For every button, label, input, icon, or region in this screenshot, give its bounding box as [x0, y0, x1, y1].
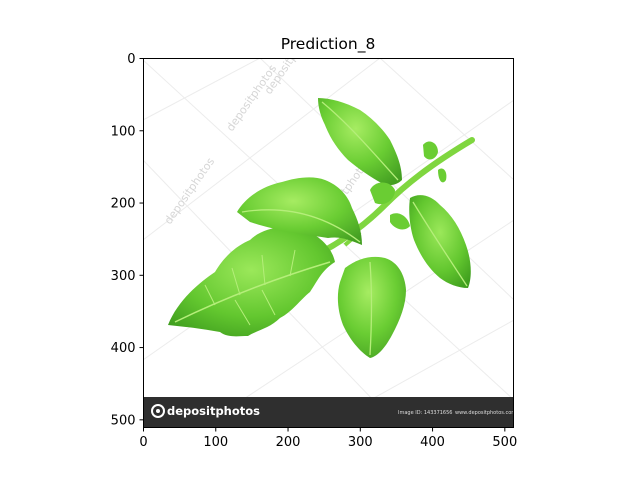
x-tick-label: 100	[203, 435, 228, 450]
y-tick-label: 500	[111, 413, 136, 428]
x-tick-label: 400	[420, 435, 445, 450]
x-tick-label: 500	[492, 435, 517, 450]
photo: depositphotos depositphotos depositphoto…	[143, 58, 516, 428]
banner-logo-icon	[151, 404, 165, 418]
y-tick-label: 0	[127, 52, 135, 67]
leaflet-left-large	[168, 226, 335, 337]
leaflet-small-1	[370, 182, 395, 205]
leaflet-right	[409, 195, 471, 288]
leaflet-small-2	[423, 141, 438, 160]
y-tick-label: 300	[111, 269, 136, 284]
y-axis: 0 100 200 300 400 500	[111, 52, 144, 428]
banner-url: www.depositphotos.com	[455, 410, 516, 416]
x-axis: 0 100 200 300 400 500	[139, 427, 517, 450]
y-tick-label: 100	[111, 124, 136, 139]
banner-image-id: Image ID: 143371656	[398, 410, 452, 416]
leaflet-top	[318, 98, 402, 186]
y-tick-label: 200	[111, 197, 136, 212]
x-tick-label: 300	[348, 435, 373, 450]
x-tick-label: 200	[276, 435, 301, 450]
leaflet-small-3	[438, 168, 447, 183]
x-tick-label: 0	[139, 435, 147, 450]
tomato-leaf	[168, 98, 475, 358]
stock-banner: depositphotos Image ID: 143371656 www.de…	[143, 397, 516, 428]
banner-logo-text: depositphotos	[167, 404, 260, 418]
y-tick-label: 400	[111, 341, 136, 356]
banner-background	[143, 397, 514, 428]
chart-title: Prediction_8	[281, 35, 376, 54]
axes-frame	[143, 58, 514, 428]
leaflet-small-4	[390, 213, 410, 230]
leaflet-upper-left	[237, 177, 362, 245]
